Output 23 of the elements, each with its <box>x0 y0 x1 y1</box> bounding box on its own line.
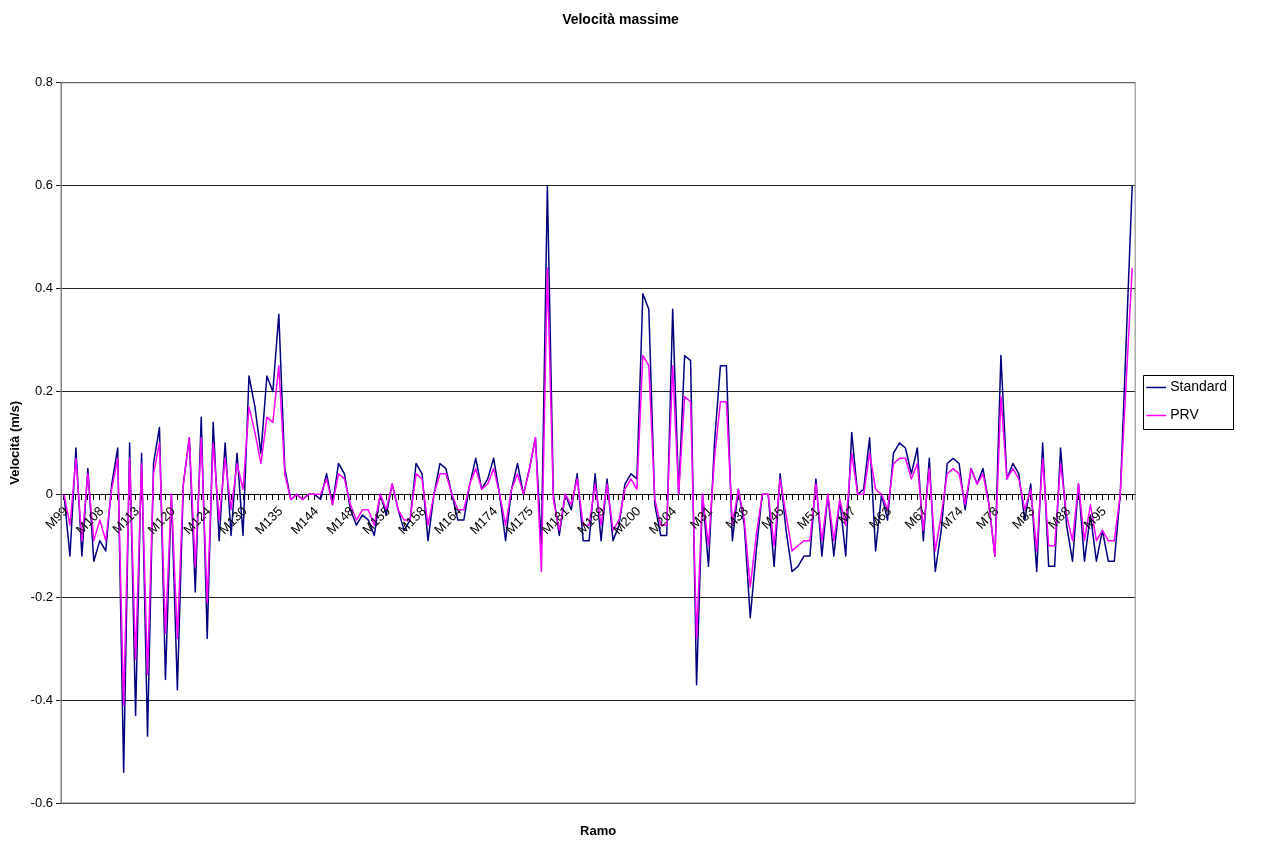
x-tick-label: M51 <box>794 503 823 532</box>
y-tick-label: -0.4 <box>30 691 53 707</box>
x-tick-label: M63 <box>865 503 895 532</box>
y-tick-label: 0 <box>45 485 53 501</box>
y-tick-label: 0.2 <box>34 383 53 399</box>
x-tick-label: M7 <box>834 503 859 527</box>
x-tick-label: M74 <box>937 503 966 532</box>
y-tick-label: 0.8 <box>34 74 53 90</box>
y-tick-label: 0.6 <box>34 177 53 193</box>
x-tick-label: M99 <box>42 503 71 532</box>
x-tick-label: M38 <box>722 503 751 532</box>
chart-title: Velocità massime <box>562 11 680 28</box>
y-axis-title: Velocità (m/s) <box>7 400 23 485</box>
x-tick-label: M83 <box>1008 503 1038 532</box>
legend-label: Standard <box>1170 378 1228 395</box>
legend-label: PRV <box>1170 406 1200 423</box>
x-axis-title: Ramo <box>580 822 617 838</box>
y-tick-label: 0.4 <box>34 280 53 296</box>
y-tick-label: -0.2 <box>30 588 53 604</box>
x-tick-label: M78 <box>973 503 1002 532</box>
y-tick-label: -0.6 <box>30 794 53 810</box>
x-tick-label: M31 <box>686 503 716 532</box>
x-tick-label: M88 <box>1044 503 1074 532</box>
